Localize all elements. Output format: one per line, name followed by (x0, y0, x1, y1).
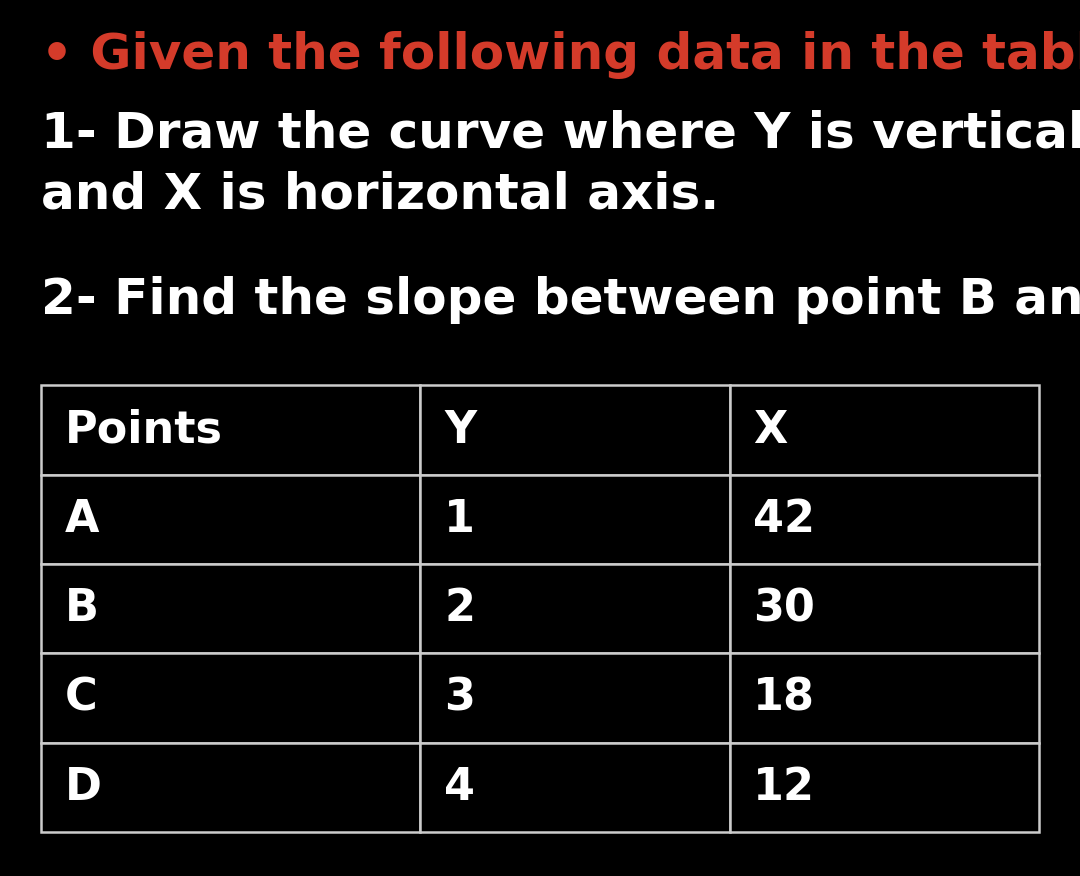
Text: 30: 30 (754, 587, 815, 631)
Text: 42: 42 (754, 498, 815, 541)
Text: 4: 4 (444, 766, 475, 809)
Text: and X is horizontal axis.: and X is horizontal axis. (41, 171, 719, 219)
Text: 1: 1 (444, 498, 475, 541)
Text: 1- Draw the curve where Y is vertical axis: 1- Draw the curve where Y is vertical ax… (41, 110, 1080, 158)
Text: A: A (65, 498, 99, 541)
Text: 2- Find the slope between point B and C.: 2- Find the slope between point B and C. (41, 276, 1080, 324)
Text: 12: 12 (754, 766, 815, 809)
Text: X: X (754, 408, 787, 452)
Text: Y: Y (444, 408, 476, 452)
Text: B: B (65, 587, 98, 631)
Text: Points: Points (65, 408, 222, 452)
Text: D: D (65, 766, 102, 809)
Text: 3: 3 (444, 676, 475, 720)
Text: C: C (65, 676, 97, 720)
Text: 2: 2 (444, 587, 475, 631)
Text: • Given the following data in the table:-: • Given the following data in the table:… (41, 31, 1080, 79)
Text: 18: 18 (754, 676, 815, 720)
